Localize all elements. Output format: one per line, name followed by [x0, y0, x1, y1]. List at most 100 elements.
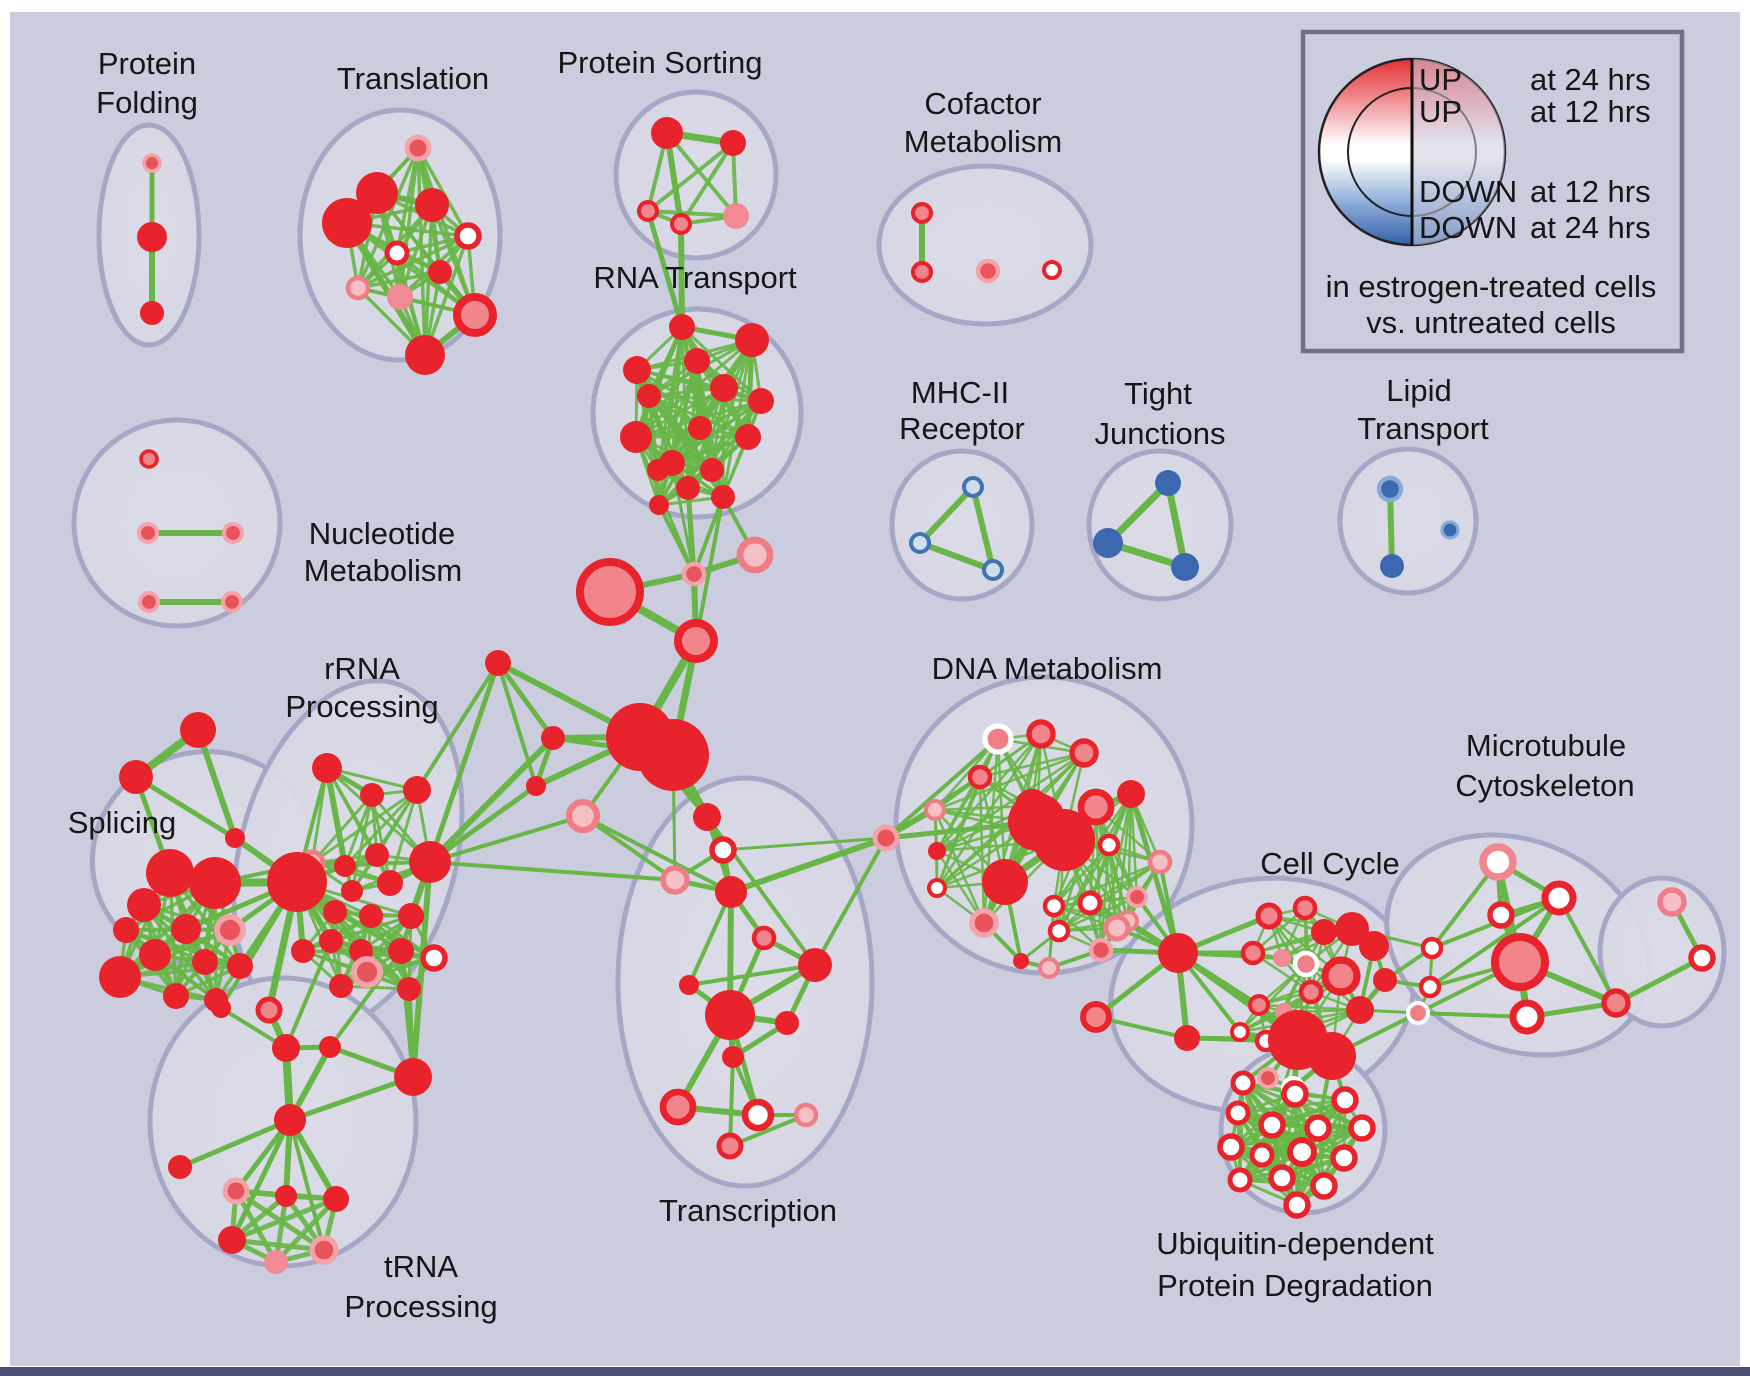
network-node [715, 876, 747, 908]
legend-up-24-direction: UP [1419, 62, 1462, 97]
network-edge [884, 737, 1000, 840]
network-node [1230, 1022, 1250, 1042]
cluster-label-rrna-processing: Processing [285, 689, 438, 724]
network-edge [1229, 1126, 1364, 1149]
network-node [541, 726, 565, 750]
cluster-label-lipid-transport: Lipid [1386, 373, 1452, 408]
network-node [264, 1250, 288, 1274]
network-node [1418, 975, 1442, 999]
network-node [681, 561, 707, 587]
network-node [705, 990, 755, 1040]
network-node [1657, 887, 1687, 917]
network-node [674, 619, 718, 663]
network-node [1037, 956, 1061, 980]
cluster-label-cell-cycle: Cell Cycle [1260, 846, 1400, 881]
network-node [637, 719, 709, 791]
legend-box [1300, 29, 1685, 354]
network-node [168, 1155, 192, 1179]
network-edge [1257, 1003, 1362, 1012]
network-edge [635, 368, 702, 430]
cluster-label-protein-sorting: Protein Sorting [557, 45, 762, 80]
network-node [142, 153, 162, 173]
network-node [214, 914, 246, 946]
network-node [1283, 1191, 1311, 1219]
network-node [356, 172, 398, 214]
network-edge [1094, 805, 1130, 923]
network-edge [356, 270, 442, 290]
legend-down-24-direction: DOWN [1419, 210, 1517, 245]
network-node [1376, 475, 1404, 503]
network-edge [1088, 860, 1162, 905]
network-node [365, 843, 389, 867]
network-node [1601, 988, 1631, 1018]
network-edge [647, 394, 690, 490]
network-node [793, 1102, 819, 1128]
network-edge [933, 808, 986, 925]
network-node [1688, 944, 1716, 972]
network-node [1406, 1001, 1430, 1025]
network-node [1310, 1172, 1338, 1200]
network-node [323, 900, 347, 924]
network-node [137, 590, 161, 614]
network-node [526, 776, 546, 796]
network-node [1230, 1070, 1256, 1096]
network-node [1069, 738, 1099, 768]
network-node [1487, 901, 1515, 929]
cluster-label-nucleotide-metabolism: Metabolism [304, 553, 463, 588]
network-node [139, 939, 171, 971]
network-edge [427, 660, 501, 865]
network-node [485, 650, 511, 676]
network-node [119, 760, 153, 794]
network-node [220, 590, 244, 614]
network-edge [388, 788, 419, 885]
network-node [1380, 554, 1404, 578]
network-node [360, 783, 384, 807]
network-edge [370, 793, 392, 885]
network-node [1258, 1111, 1286, 1139]
network-node [409, 841, 451, 883]
network-edge [415, 661, 500, 792]
legend-note-line2: vs. untreated cells [1366, 305, 1616, 340]
cluster-label-rrna-processing: rRNA [324, 651, 400, 686]
network-node [394, 1058, 432, 1096]
network-edge [324, 765, 348, 869]
cluster-label-translation: Translation [337, 61, 489, 96]
network-node [709, 836, 737, 864]
cluster-label-tight-junctions: Junctions [1095, 416, 1226, 451]
network-node [967, 764, 993, 790]
network-node [1298, 979, 1324, 1005]
network-edge [233, 1188, 279, 1265]
network-node [309, 1235, 339, 1265]
network-node [113, 917, 139, 943]
network-node [255, 996, 283, 1024]
network-edge [288, 1118, 326, 1252]
network-node [651, 117, 683, 149]
network-node [99, 956, 141, 998]
cluster-label-ubiquitin-dependent-protein-degradation: Ubiquitin-dependent [1156, 1226, 1434, 1261]
network-node [1509, 999, 1545, 1035]
network-node [669, 212, 693, 236]
network-edge [933, 751, 1086, 812]
network-node [218, 1226, 246, 1254]
network-node [403, 776, 431, 804]
network-node [351, 956, 383, 988]
network-node [1047, 919, 1071, 943]
network-edge [1094, 805, 1119, 930]
network-node [711, 485, 735, 509]
cluster-label-mhc-ii-receptor: Receptor [899, 411, 1025, 446]
network-node [334, 855, 356, 877]
network-node [291, 939, 315, 963]
legend-note-line1: in estrogen-treated cells [1326, 269, 1657, 304]
network-node [1281, 1080, 1309, 1108]
cluster-label-cofactor-metabolism: Metabolism [904, 124, 1063, 159]
network-node [1077, 890, 1103, 916]
network-node [1420, 936, 1444, 960]
network-node [225, 828, 245, 848]
network-node [910, 201, 934, 225]
network-edge [229, 1117, 293, 1243]
network-node [267, 852, 327, 912]
cluster-label-transcription: Transcription [659, 1193, 837, 1228]
network-node [454, 222, 482, 250]
legend-up-12-direction: UP [1419, 94, 1462, 129]
